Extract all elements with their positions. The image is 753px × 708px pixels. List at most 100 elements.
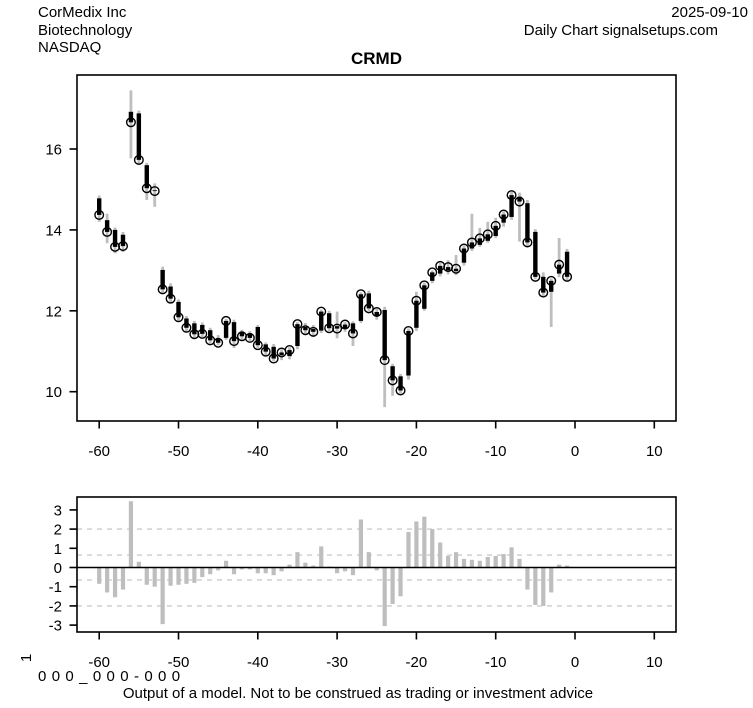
model-bar bbox=[112, 567, 118, 598]
close-marker bbox=[197, 328, 208, 339]
close-marker bbox=[292, 319, 303, 330]
header-left: CorMedix Inc Biotechnology NASDAQ bbox=[38, 4, 132, 57]
close-marker bbox=[316, 306, 327, 317]
candle bbox=[165, 283, 176, 304]
close-marker bbox=[117, 241, 128, 252]
close-marker bbox=[530, 271, 541, 282]
close-marker bbox=[229, 336, 240, 347]
close-marker bbox=[379, 355, 390, 366]
candle bbox=[173, 299, 184, 323]
candlesticks bbox=[94, 90, 573, 408]
exchange-name: NASDAQ bbox=[38, 39, 102, 56]
candle bbox=[419, 280, 430, 311]
model-bar bbox=[453, 552, 459, 568]
candle bbox=[482, 221, 493, 243]
close-marker bbox=[474, 233, 485, 244]
candle bbox=[260, 342, 271, 357]
company-name: CorMedix Inc bbox=[38, 4, 127, 21]
candle bbox=[141, 162, 152, 200]
model-bar bbox=[144, 567, 149, 585]
ticker-title: CRMD bbox=[351, 49, 402, 68]
x-tick-label: -20 bbox=[406, 443, 428, 460]
candle bbox=[514, 192, 525, 242]
candle bbox=[538, 272, 549, 298]
candle bbox=[474, 227, 485, 247]
model-bar bbox=[461, 558, 467, 568]
candle bbox=[443, 260, 454, 275]
model-bar bbox=[303, 562, 308, 568]
close-marker bbox=[340, 319, 351, 330]
close-marker bbox=[538, 287, 549, 298]
close-marker bbox=[546, 275, 557, 286]
close-marker bbox=[363, 303, 374, 314]
y-tick-label: 2 bbox=[54, 522, 62, 539]
model-bar bbox=[501, 554, 506, 568]
model-bar bbox=[247, 567, 252, 570]
close-marker bbox=[522, 237, 533, 248]
model-bar bbox=[382, 567, 387, 627]
model-plot-border bbox=[76, 496, 677, 633]
model-bar bbox=[477, 560, 482, 568]
close-marker bbox=[244, 332, 255, 343]
price-plot: 10 12 14 16 -60 -50 -40 -30 -20 -10 0 10 bbox=[45, 74, 677, 460]
close-marker bbox=[371, 307, 382, 318]
x-tick-label: -40 bbox=[247, 654, 269, 671]
close-marker bbox=[221, 315, 232, 326]
model-bar bbox=[319, 546, 324, 568]
close-marker bbox=[268, 353, 279, 364]
candle bbox=[117, 231, 128, 253]
model-bar bbox=[295, 552, 300, 568]
model-bar bbox=[398, 567, 403, 597]
x-tick-label: 0 bbox=[571, 443, 579, 460]
model-bar bbox=[136, 561, 141, 568]
candle bbox=[94, 195, 105, 222]
candle bbox=[197, 322, 208, 339]
x-tick-label: -10 bbox=[485, 654, 507, 671]
close-marker bbox=[498, 209, 509, 220]
candle bbox=[451, 254, 462, 276]
close-marker bbox=[395, 385, 406, 396]
model-bar bbox=[533, 567, 538, 605]
model-bar bbox=[469, 559, 475, 568]
candle bbox=[292, 319, 303, 350]
close-marker bbox=[411, 295, 422, 306]
x-tick-label: -50 bbox=[168, 654, 190, 671]
close-marker bbox=[562, 271, 573, 282]
model-digits-row: 0 0 0 _ 0 0 0 - 0 0 0 bbox=[38, 668, 181, 685]
x-tick-label: -50 bbox=[168, 443, 190, 460]
model-bar bbox=[438, 542, 443, 568]
model-bar bbox=[208, 567, 213, 575]
candle bbox=[506, 190, 517, 220]
model-bar bbox=[239, 567, 245, 570]
close-marker bbox=[451, 263, 462, 274]
model-bar bbox=[485, 556, 490, 568]
model-bar bbox=[255, 567, 260, 574]
close-marker bbox=[332, 323, 343, 334]
model-bar bbox=[366, 552, 371, 568]
x-tick-label: -10 bbox=[485, 443, 507, 460]
model-bar bbox=[287, 564, 292, 568]
y-tick-label: 0 bbox=[54, 560, 62, 577]
y-tick-label: -2 bbox=[49, 598, 62, 615]
model-bar bbox=[358, 519, 363, 568]
model-bar bbox=[549, 567, 554, 593]
model-bar bbox=[390, 567, 395, 604]
industry-name: Biotechnology bbox=[38, 21, 133, 39]
model-bar bbox=[541, 567, 546, 606]
model-bar bbox=[152, 567, 157, 587]
model-bar bbox=[184, 567, 189, 584]
candle bbox=[562, 248, 573, 282]
candle bbox=[316, 306, 327, 334]
model-bar bbox=[311, 565, 316, 568]
y-tick-label: -3 bbox=[49, 618, 62, 635]
close-marker bbox=[458, 243, 469, 254]
close-marker bbox=[387, 375, 398, 386]
candle bbox=[110, 227, 121, 254]
y-tick-label: 14 bbox=[45, 222, 62, 239]
model-bar bbox=[105, 567, 110, 593]
model-bar bbox=[128, 501, 134, 568]
close-marker bbox=[125, 117, 136, 128]
candle bbox=[395, 373, 406, 396]
